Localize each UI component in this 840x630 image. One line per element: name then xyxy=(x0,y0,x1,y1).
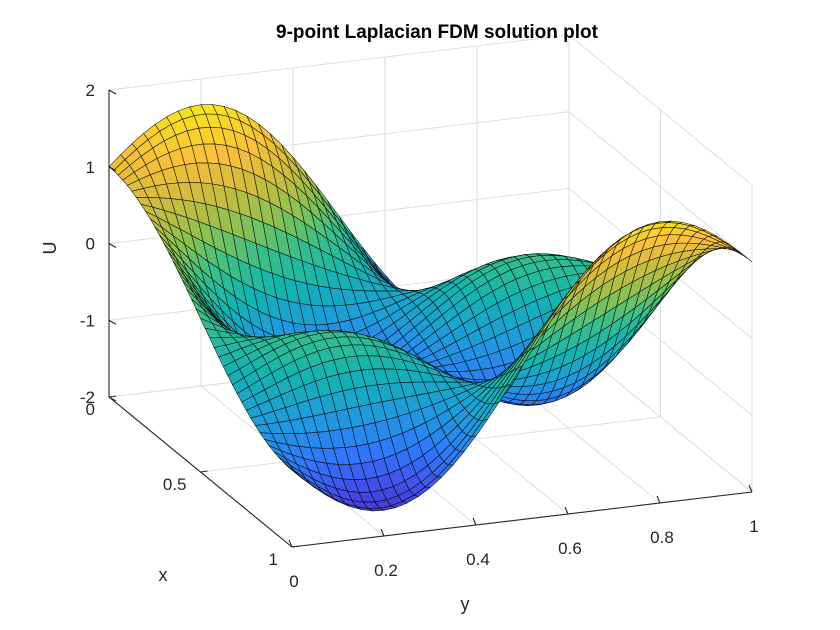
z-tick xyxy=(108,243,117,248)
surface-patch xyxy=(287,466,304,480)
z-tick-label: 0 xyxy=(86,235,95,254)
x-tick xyxy=(291,545,300,548)
z-tick xyxy=(108,89,117,95)
x-tick-label: 0 xyxy=(86,400,95,419)
y-tick xyxy=(472,517,477,526)
axes-lines xyxy=(108,89,753,548)
z-tick-label: -2 xyxy=(80,388,95,407)
x-tick xyxy=(108,395,117,398)
x-tick-label: 1 xyxy=(269,550,278,569)
z-tick xyxy=(108,319,117,325)
y-tick xyxy=(380,528,385,537)
chart-title: 9-point Laplacian FDM solution plot xyxy=(276,22,599,43)
y-tick-label: 1 xyxy=(749,517,758,536)
y-tick-label: 0.8 xyxy=(650,528,674,547)
surface-mesh xyxy=(108,104,753,512)
y-tick xyxy=(288,539,293,548)
x-axis-label: x xyxy=(159,565,168,585)
z-tick-label: 1 xyxy=(86,158,95,177)
z-tick xyxy=(108,166,117,172)
z-tick-label: -1 xyxy=(80,311,95,330)
y-tick-label: 0 xyxy=(289,572,298,591)
x-tick xyxy=(200,470,208,473)
y-tick xyxy=(656,495,661,504)
y-tick-label: 0.6 xyxy=(558,539,582,558)
y-tick-label: 0.4 xyxy=(466,550,490,569)
y-tick xyxy=(564,506,569,515)
y-axis-line xyxy=(291,491,753,548)
y-tick xyxy=(748,484,753,493)
y-tick-label: 0.2 xyxy=(374,561,398,580)
x-tick-label: 0.5 xyxy=(163,475,187,494)
z-tick-label: 2 xyxy=(86,81,95,100)
z-axis-label: U xyxy=(40,242,60,255)
z-tick xyxy=(108,396,117,402)
y-axis-label: y xyxy=(461,594,470,614)
